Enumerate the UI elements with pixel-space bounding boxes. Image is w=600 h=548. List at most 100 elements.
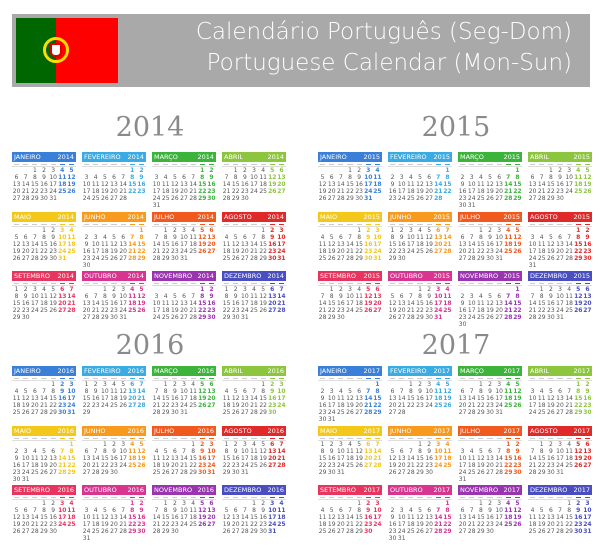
day: 16 — [425, 300, 433, 307]
day: 22 — [222, 461, 231, 469]
day: 29 — [189, 468, 197, 476]
month-year: 2015 — [503, 272, 520, 280]
day: 7 — [408, 293, 413, 300]
day: 26 — [547, 409, 555, 416]
day: 4 — [112, 381, 116, 388]
day: 10 — [434, 293, 443, 300]
day: 8 — [329, 293, 334, 300]
day: 29 — [504, 468, 513, 476]
day: 3 — [69, 381, 74, 388]
day: 12 — [268, 174, 277, 181]
day: 27 — [458, 254, 467, 262]
day: 16 — [12, 461, 21, 469]
day: 20 — [82, 461, 91, 469]
day: 4 — [93, 507, 98, 514]
day: 4 — [224, 388, 229, 395]
day: 5 — [478, 447, 483, 455]
day: 21 — [397, 402, 406, 409]
day: 6 — [460, 507, 465, 514]
day: 11 — [259, 174, 267, 181]
day: 9 — [172, 233, 177, 241]
day: 19 — [198, 395, 207, 402]
day: 3 — [497, 381, 502, 388]
day: 4 — [567, 440, 572, 448]
month-name: JANEIRO — [320, 367, 347, 375]
month-name: DEZEMBRO — [530, 272, 568, 280]
day: 23 — [486, 521, 494, 528]
day: 20 — [241, 402, 249, 409]
day: 21 — [31, 521, 39, 528]
days-grid: 1 2 3 4 5 6 7 8 9 10 11 12 13 14 15 16 17 18 19 20 21 22 23 24 2… — [318, 381, 382, 423]
title-banner: Calendário Português (Seg-Dom) Portugues… — [12, 14, 590, 87]
day: 31 — [434, 314, 443, 321]
day: 19 — [49, 300, 57, 307]
day: 23 — [458, 195, 467, 202]
day: 14 — [91, 300, 100, 307]
day: 1 — [261, 381, 266, 388]
day: 25 — [574, 188, 583, 195]
day: 3 — [84, 174, 89, 181]
day: 6 — [530, 174, 535, 181]
month-calendar: MAIO 2015 1 2 3 4 5 6 7 8 9 10 11 12 13 14 15 16 17 18 19 20 2… — [318, 211, 382, 262]
day: 28 — [91, 314, 100, 321]
day: 22 — [31, 188, 39, 195]
day: 8 — [69, 447, 74, 455]
month-name: OUTUBRO — [84, 486, 117, 494]
day: 27 — [425, 528, 433, 535]
day: 10 — [425, 388, 433, 395]
day: 7 — [60, 447, 65, 455]
month-year: 2014 — [267, 212, 284, 221]
day: 1 — [320, 440, 325, 448]
day: 17 — [528, 247, 537, 255]
day: 17 — [58, 514, 67, 521]
day: 7 — [224, 174, 229, 181]
day: 3 — [51, 167, 56, 174]
day: 19 — [318, 188, 327, 195]
month-name: OUTUBRO — [390, 272, 423, 280]
days-grid: 1 2 3 4 5 6 7 8 9 10 11 12 13 14 15 16 17 18 19 20 21 22 23 24 2… — [82, 227, 146, 269]
month-header: AGOSTO 2016 — [222, 425, 286, 436]
day: 5 — [515, 500, 520, 507]
weekday-row — [388, 162, 452, 167]
day: 16 — [583, 395, 592, 402]
day: 18 — [250, 454, 258, 462]
day: 5 — [418, 174, 422, 181]
day: 26 — [21, 409, 30, 416]
day: 20 — [583, 300, 592, 307]
month-calendar: AGOSTO 2015 1 2 3 4 5 6 7 8 9 10 11 12 13 14 15 16 17 18 19 2… — [528, 211, 592, 269]
month-name: DEZEMBRO — [530, 486, 568, 494]
day: 30 — [12, 475, 21, 483]
day: 10 — [337, 447, 345, 455]
day: 20 — [495, 307, 503, 314]
month-year: 2015 — [503, 153, 520, 161]
month-calendar: FEVEREIRO 2015 1 2 3 4 5 6 7 8 9 10 11 12 13 14 15 16 17 18… — [388, 152, 452, 202]
day: 9 — [233, 293, 238, 300]
day: 4 — [261, 167, 266, 174]
day: 3 — [567, 167, 572, 174]
day: 3 — [93, 233, 98, 241]
weekday-row — [82, 162, 146, 167]
day: 23 — [547, 461, 555, 469]
day: 23 — [327, 461, 336, 469]
day: 18 — [504, 514, 513, 521]
day: 18 — [40, 300, 48, 307]
month-header: SETEMBRO 2016 — [12, 485, 76, 495]
month-header: ABRIL 2014 — [222, 152, 286, 162]
day: 14 — [152, 395, 161, 402]
day: 19 — [231, 247, 240, 255]
day: 23 — [40, 188, 48, 195]
day: 5 — [200, 500, 205, 507]
day: 26 — [537, 528, 546, 535]
day: 18 — [337, 402, 345, 409]
day: 24 — [82, 195, 91, 202]
day: 8 — [478, 507, 483, 514]
day: 9 — [427, 447, 432, 455]
day: 17 — [583, 514, 592, 521]
day: 19 — [327, 521, 336, 528]
day: 24 — [495, 402, 503, 409]
day: 14 — [504, 300, 513, 307]
month-header: ABRIL 2017 — [528, 366, 592, 376]
day: 28 — [528, 314, 537, 321]
day: 31 — [337, 468, 345, 476]
day: 23 — [337, 307, 345, 314]
